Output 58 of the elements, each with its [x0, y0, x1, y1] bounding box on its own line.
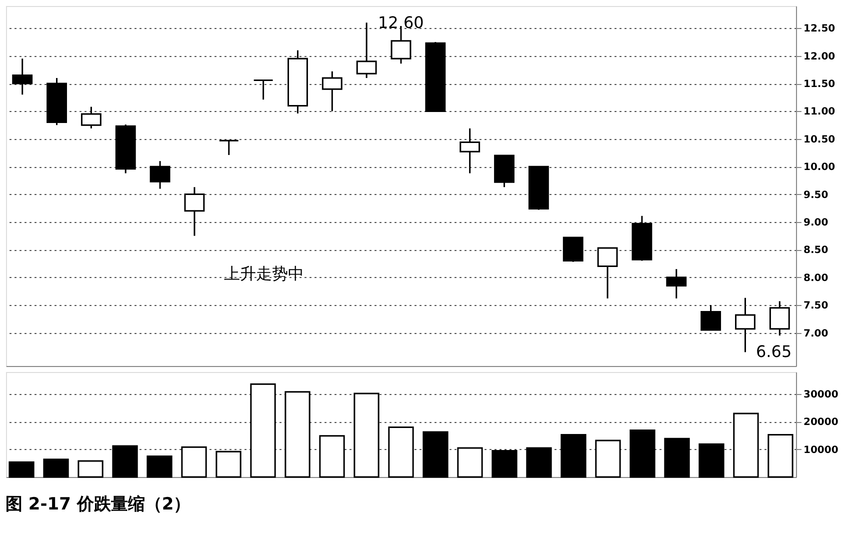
- candlestick: [562, 236, 584, 263]
- annotation: 12.60: [378, 13, 424, 32]
- y-tick-label: 8.50: [804, 245, 828, 256]
- bar: [319, 435, 345, 478]
- candlestick: [356, 22, 377, 79]
- candlestick: [80, 106, 102, 130]
- bar: [560, 434, 586, 478]
- y-tick-label: 11.00: [804, 106, 836, 118]
- candlestick: [150, 160, 170, 190]
- y-tick-label: 7.50: [804, 300, 828, 312]
- candlestick: [390, 27, 412, 64]
- candlestick: [597, 247, 618, 300]
- candlestick: [666, 268, 687, 300]
- y-tick-label: 10.00: [804, 162, 836, 174]
- bar: [768, 434, 794, 478]
- y-tick-label: 11.50: [804, 79, 836, 90]
- y-tick-label: 9.50: [804, 190, 828, 201]
- bar: [250, 383, 276, 478]
- annotation: 上升走势中: [224, 264, 304, 283]
- bar: [43, 458, 69, 478]
- bar: [78, 460, 104, 478]
- candlestick: [735, 297, 756, 353]
- bar: [181, 446, 207, 478]
- candlestick: [769, 300, 790, 336]
- bar: [354, 392, 380, 478]
- bar: [492, 450, 518, 478]
- candlestick: [700, 304, 722, 331]
- y-tick-label: 12.50: [804, 24, 836, 35]
- bar: [216, 450, 242, 478]
- bar: [112, 445, 138, 478]
- bar: [526, 447, 552, 478]
- candlestick: [460, 128, 480, 174]
- candlestick: [253, 79, 274, 100]
- bar: [595, 440, 621, 478]
- y-tick-label: 20000: [804, 417, 838, 428]
- bar: [422, 431, 448, 478]
- y-tick-label: 12.00: [804, 51, 836, 62]
- y-tick-label: 10000: [804, 444, 838, 456]
- y-tick-label: 7.00: [804, 328, 828, 340]
- bar: [733, 412, 759, 478]
- y-tick-label: 9.00: [804, 218, 828, 228]
- bar: [630, 430, 656, 478]
- y-tick-label: 30000: [804, 390, 838, 401]
- y-tick-label: 10.50: [804, 134, 836, 146]
- bar: [664, 438, 690, 478]
- bar: [698, 443, 724, 478]
- bar: [457, 447, 483, 478]
- candlestick: [12, 58, 33, 96]
- bar: [8, 461, 34, 478]
- bar: [284, 391, 310, 478]
- text: 图 2-17 价跌量缩（2）: [6, 494, 191, 514]
- candlestick: [184, 186, 205, 237]
- candlestick: [322, 70, 342, 112]
- bar: [146, 456, 172, 478]
- bar: [388, 426, 414, 478]
- y-tick-label: 8.00: [804, 272, 828, 284]
- candlestick: [218, 140, 240, 156]
- annotation: 6.65: [756, 342, 792, 361]
